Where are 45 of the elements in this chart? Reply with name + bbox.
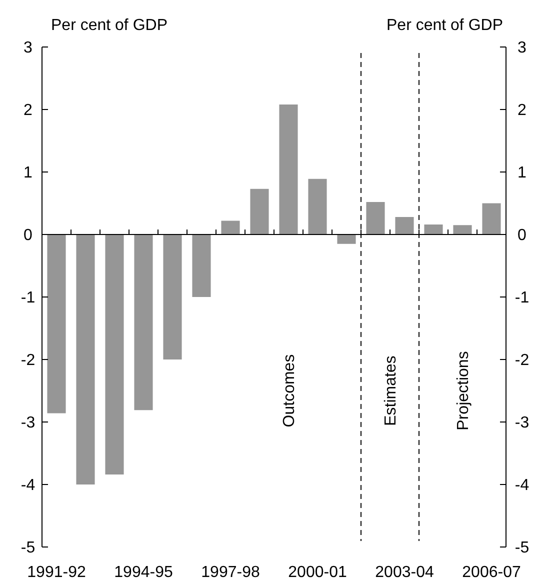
y2-tick-label: -3 [514,414,530,432]
y-axis-title: Per cent of GDP [51,17,168,34]
bar [424,224,443,234]
x-tick-label: 1994-95 [114,564,173,581]
y2-tick-label: -5 [514,540,530,557]
bar [105,234,124,474]
bar [482,203,501,234]
bar [221,220,240,234]
bar [279,104,298,234]
x-tick-label: 2003-04 [375,564,434,581]
y-tick-label: 2 [24,102,33,120]
bar [163,234,182,360]
y2-tick-label: 1 [518,164,527,182]
y2-tick-label: 2 [518,102,527,120]
bar [76,234,95,484]
bar [337,234,356,244]
bar [366,202,385,234]
bar [47,234,66,414]
x-tick-label: 2000-01 [288,564,347,581]
y2-tick-label: -1 [514,290,530,307]
y-tick-label: -5 [20,540,36,557]
annotation: Outcomes [281,354,298,428]
bar [308,178,327,234]
bar [395,217,414,234]
y2-axis-title: Per cent of GDP [386,17,503,34]
y2-tick-label: 3 [518,40,527,57]
bar [250,188,269,234]
x-tick-label: 1997-98 [201,564,260,581]
y-tick-label: -3 [20,414,36,432]
annotation: Estimates [382,356,400,426]
y-tick-label: 0 [24,227,33,244]
x-tick-label: 1991-92 [27,564,86,581]
bar [453,225,472,234]
x-tick-label: 2006-07 [462,564,521,581]
y2-tick-label: -4 [514,477,530,494]
y-tick-label: -1 [20,290,36,307]
y2-tick-label: -2 [514,352,530,370]
y-tick-label: 1 [24,164,33,182]
y-tick-label: -2 [20,352,36,370]
y-tick-label: -4 [20,477,36,494]
annotation: Projections [455,351,472,430]
bar [134,234,153,410]
y2-tick-label: 0 [518,227,527,244]
y-tick-label: 3 [24,40,33,57]
bar [192,234,211,297]
